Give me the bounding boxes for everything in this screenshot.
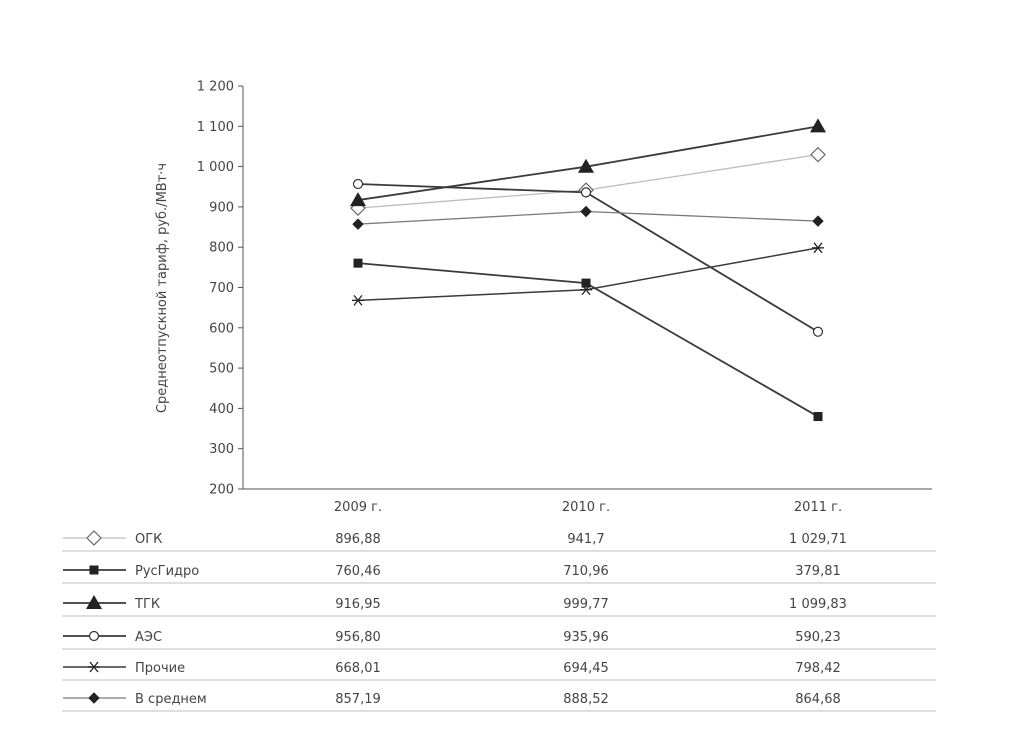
series-4-value-label: 798,42 bbox=[795, 661, 841, 676]
series-2-value-label: 916,95 bbox=[335, 597, 381, 612]
series-1-point bbox=[581, 278, 591, 288]
series-3-line bbox=[357, 183, 819, 333]
series-4-point bbox=[580, 284, 592, 296]
series-5-point bbox=[580, 205, 592, 218]
series-2-value-label: 999,77 bbox=[563, 597, 609, 612]
series-2-point bbox=[350, 192, 366, 207]
y-axis-label: Среднеотпускной тариф, руб./МВт·ч bbox=[155, 163, 170, 413]
series-3-point bbox=[812, 326, 824, 337]
series-5-value-label: 864,68 bbox=[795, 692, 841, 707]
series-3-legend-marker bbox=[88, 630, 100, 642]
series-2-point bbox=[578, 158, 594, 173]
series-5-value-label: 857,19 bbox=[335, 692, 381, 707]
series-5-point bbox=[352, 218, 364, 230]
series-4-legend-marker bbox=[88, 661, 100, 673]
y-tick-label: 900 bbox=[209, 200, 234, 215]
series-5-legend-marker bbox=[88, 692, 100, 704]
series-0-legend-marker bbox=[86, 530, 102, 546]
x-tick-label: 2009 г. bbox=[334, 500, 382, 515]
y-tick-label: 1 200 bbox=[197, 80, 234, 95]
series-5-point bbox=[812, 215, 824, 227]
series-0-value-label: 1 029,71 bbox=[789, 532, 847, 547]
series-4-point bbox=[812, 242, 824, 254]
series-0-point bbox=[810, 146, 826, 163]
series-markers bbox=[350, 118, 826, 422]
series-1-value-label: 760,46 bbox=[335, 564, 381, 579]
series-1-value-label: 379,81 bbox=[795, 564, 841, 579]
y-tick-label: 600 bbox=[209, 321, 234, 336]
x-tick-label: 2011 г. bbox=[794, 500, 842, 515]
series-3-value-label: 935,96 bbox=[563, 630, 609, 645]
series-4-value-label: 668,01 bbox=[335, 661, 381, 676]
series-1-legend-marker bbox=[89, 565, 99, 575]
series-1-point bbox=[353, 258, 363, 268]
series-5-value-label: 888,52 bbox=[563, 692, 609, 707]
x-category-labels: 2009 г. 2010 г. 2011 г. bbox=[334, 500, 842, 515]
series-0-legend-label: ОГК bbox=[135, 532, 162, 547]
y-tick-label: 1 000 bbox=[197, 160, 234, 175]
series-3-legend-label: АЭС bbox=[135, 630, 162, 645]
series-3-value-label: 956,80 bbox=[335, 630, 381, 645]
series-3-point bbox=[580, 187, 592, 198]
series-0-value-label: 941,7 bbox=[567, 532, 604, 547]
series-5-legend-label: В среднем bbox=[135, 692, 207, 707]
series-4-value-label: 694,45 bbox=[563, 661, 609, 676]
x-tick-label: 2010 г. bbox=[562, 500, 610, 515]
y-tick-label: 500 bbox=[209, 362, 234, 377]
y-tick-label: 800 bbox=[209, 241, 234, 256]
series-3-value-label: 590,23 bbox=[795, 630, 841, 645]
series-1-legend-label: РусГидро bbox=[135, 564, 199, 579]
series-3-point bbox=[352, 178, 364, 190]
series-2-point bbox=[810, 118, 826, 133]
series-4-legend-label: Прочие bbox=[135, 661, 185, 676]
series-4-point bbox=[352, 294, 364, 306]
data-table: ОГК 896,88 941,7 1 029,71 РусГидро 760,46 710,… bbox=[62, 530, 936, 712]
series-1-value-label: 710,96 bbox=[563, 564, 609, 579]
series-2-legend-label: ТГК bbox=[134, 597, 160, 612]
y-tick-label: 300 bbox=[209, 442, 234, 457]
y-tick-label: 700 bbox=[209, 281, 234, 296]
y-tick-label: 200 bbox=[209, 483, 234, 498]
y-tick-label: 400 bbox=[209, 402, 234, 417]
series-0-value-label: 896,88 bbox=[335, 532, 381, 547]
y-tick-label: 1 100 bbox=[197, 120, 234, 135]
series-2-legend-marker bbox=[86, 595, 102, 609]
y-ticks: 1 200 1 100 1 000 900 800 700 600 500 400 300 200 bbox=[197, 80, 243, 498]
series-1-point bbox=[813, 412, 823, 422]
series-2-value-label: 1 099,83 bbox=[789, 597, 847, 612]
